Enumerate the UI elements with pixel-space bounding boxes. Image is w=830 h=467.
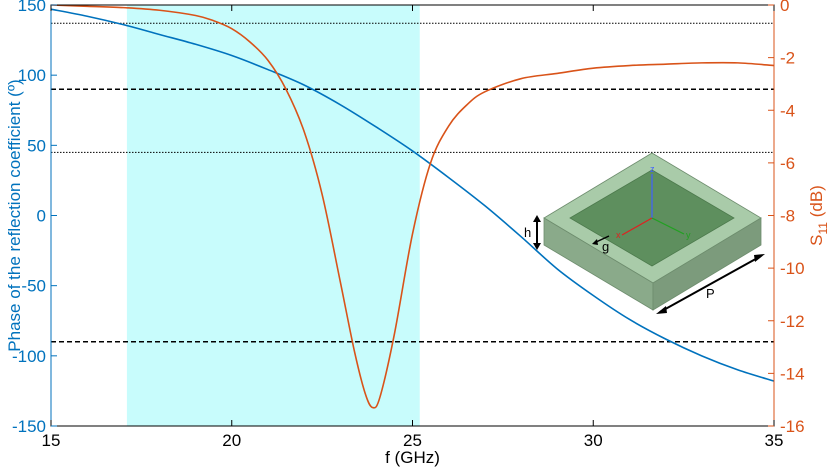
- inset-p-arrow: [659, 255, 762, 313]
- y-right-tick-label-2: -4: [780, 101, 795, 120]
- y-axis-label-right: S11 (dB): [807, 185, 830, 246]
- y-left-tick-label-5: -100: [12, 347, 46, 366]
- inset-h-label: h: [524, 225, 531, 240]
- y-left-tick-label-3: 0: [37, 207, 46, 226]
- inset-z-label: z: [650, 164, 655, 174]
- y-right-tick-label-7: -14: [780, 364, 805, 383]
- y-left-tick-label-0: 150: [18, 0, 46, 15]
- y-axis-label-right-sub: 11: [816, 222, 830, 235]
- y-right-tick-label-5: -10: [780, 259, 805, 278]
- inset-x-label: x: [616, 230, 621, 240]
- inset-h-arrowhead-top: [533, 215, 541, 222]
- x-tick-label-0: 15: [42, 431, 61, 450]
- y-left-tick-label-2: 50: [27, 136, 46, 155]
- inset-y-axis: [651, 217, 685, 235]
- inset-h-arrowhead-bottom: [533, 243, 541, 250]
- inset-cube-right-face: [652, 217, 762, 311]
- y-right-tick-label-6: -12: [780, 312, 805, 331]
- inset-p-arrowhead-left: [656, 306, 667, 314]
- inset-x-axis: [621, 217, 653, 236]
- y-axis-label-left: Phase of the reflection coefficient (º): [5, 79, 24, 351]
- inset-g-label: g: [602, 239, 609, 254]
- unit-cell-inset: z x y h g P: [524, 152, 765, 314]
- y-left-tick-label-6: -150: [12, 417, 46, 436]
- inset-g-arrowhead: [592, 239, 598, 245]
- y-right-tick-label-0: 0: [780, 0, 789, 15]
- shaded-band: [126, 5, 420, 426]
- y-right-tick-label-1: -2: [780, 49, 795, 68]
- y-axis-label-right-main: S: [807, 234, 826, 245]
- y-right-tick-label-4: -8: [780, 207, 795, 226]
- y-axis-label-right-unit: (dB): [807, 185, 826, 222]
- x-tick-label-4: 35: [765, 431, 784, 450]
- series-line-phase: [50, 8, 775, 382]
- x-tick-label-1: 20: [222, 431, 241, 450]
- y-right-tick-label-8: -16: [780, 417, 805, 436]
- inset-y-label: y: [686, 230, 691, 240]
- y-left-tick-label-1: 100: [18, 66, 46, 85]
- inset-p-arrowhead-right: [754, 254, 765, 262]
- x-axis-label: f (GHz): [385, 448, 440, 467]
- inset-p-label: P: [706, 286, 715, 301]
- series-line-s11: [50, 4, 775, 409]
- y-right-tick-label-3: -6: [780, 154, 795, 173]
- x-tick-label-3: 30: [584, 431, 603, 450]
- x-tick-label-2: 25: [403, 431, 422, 450]
- y-left-tick-label-4: -50: [21, 277, 46, 296]
